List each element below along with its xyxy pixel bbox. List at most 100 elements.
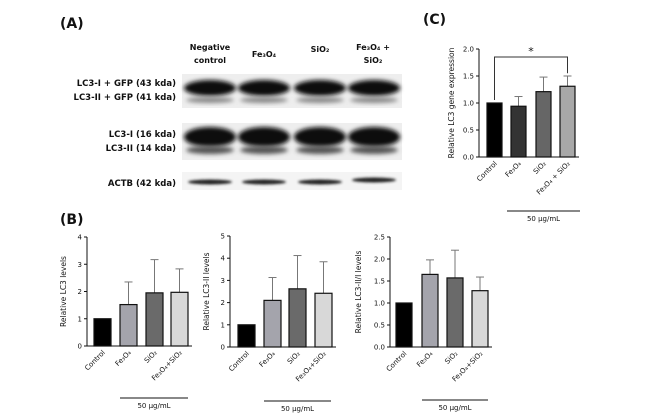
y-tick-label: 2.0 bbox=[374, 256, 385, 264]
x-tick-label: Fe₃O₄ bbox=[114, 349, 133, 368]
band-lc3-i bbox=[348, 127, 400, 147]
bar bbox=[145, 292, 164, 347]
band-lc3-gfp bbox=[294, 80, 346, 96]
bar-chart-b2: 0 1 2 3 4 5 Relative LC3-II levels Control Fe₃O₄… bbox=[202, 233, 336, 413]
row-label: LC3-I (16 kda) bbox=[109, 130, 176, 140]
group-label: 50 μg/mL bbox=[281, 405, 314, 413]
bar bbox=[510, 105, 527, 158]
x-tick-label: Control bbox=[475, 160, 499, 184]
x-tick-label: Fe₃O₄ bbox=[504, 160, 523, 179]
panel-label-a: (A) bbox=[60, 16, 84, 32]
bar bbox=[395, 302, 413, 348]
y-axis-label: Relative LC3 levels bbox=[59, 256, 68, 327]
group-label: 50 μg/mL bbox=[438, 404, 471, 412]
blot-membrane bbox=[182, 172, 402, 190]
x-tick-label: Control bbox=[385, 350, 409, 374]
bar bbox=[237, 324, 256, 348]
y-tick-label: 0.0 bbox=[463, 154, 474, 162]
western-blot bbox=[182, 74, 402, 190]
y-tick-label: 2 bbox=[78, 288, 82, 296]
bar bbox=[535, 91, 552, 158]
group-label: 50 μg/mL bbox=[527, 215, 560, 223]
y-tick-label: 1 bbox=[221, 321, 225, 329]
y-tick-label: 2 bbox=[221, 299, 225, 307]
y-tick-label: 3 bbox=[78, 261, 82, 269]
bar bbox=[421, 273, 439, 348]
bar bbox=[446, 277, 464, 348]
band-lc3-ii-gfp bbox=[350, 97, 398, 103]
bar bbox=[119, 303, 138, 347]
band-actb bbox=[298, 179, 342, 185]
bar-chart-b1: 0 1 2 3 4 Relative LC3 levels Control Fe₃O₄ SiO₂… bbox=[59, 234, 192, 410]
x-tick-label: SiO₂ bbox=[286, 350, 302, 366]
panel-label-b: (B) bbox=[60, 212, 83, 228]
band-lc3-ii-gfp bbox=[240, 97, 288, 103]
y-tick-label: 0.5 bbox=[463, 127, 474, 135]
band-actb bbox=[352, 177, 396, 183]
band-lc3-ii bbox=[296, 146, 344, 154]
band-lc3-gfp bbox=[348, 80, 400, 96]
band-actb bbox=[188, 179, 232, 185]
bar bbox=[471, 290, 489, 348]
bar bbox=[170, 291, 189, 347]
y-tick-label: 3 bbox=[221, 277, 225, 285]
y-axis-label: Relative LC3 gene expression bbox=[447, 47, 456, 158]
band-lc3-i bbox=[294, 127, 346, 147]
x-tick-label: SiO₂ bbox=[532, 160, 548, 176]
y-tick-label: 1.5 bbox=[463, 73, 474, 81]
blot-row-labels: LC3-I + GFP (43 kda) LC3-II + GFP (41 kd… bbox=[74, 79, 177, 189]
bar bbox=[314, 292, 333, 348]
y-tick-label: 2.5 bbox=[374, 234, 385, 242]
blot-column-headers: Negative control Fe₃O₄ SiO₂ Fe₃O₄ + SiO₂ bbox=[190, 43, 390, 65]
x-tick-label: Control bbox=[83, 349, 107, 373]
bar bbox=[288, 288, 307, 348]
bar bbox=[263, 299, 282, 348]
band-lc3-ii-gfp bbox=[296, 97, 344, 103]
band-lc3-ii bbox=[240, 146, 288, 154]
bar-chart-b3: 0.0 0.5 1.0 1.5 2.0 2.5 Relative LC3-II/I leve… bbox=[354, 234, 492, 412]
significance-star: * bbox=[528, 45, 534, 58]
y-tick-label: 0 bbox=[221, 344, 225, 352]
column-header: SiO₂ bbox=[364, 56, 383, 65]
band-lc3-gfp bbox=[184, 80, 236, 96]
column-header: Fe₃O₄ + bbox=[356, 43, 390, 52]
y-tick-label: 1 bbox=[78, 315, 82, 323]
bar bbox=[559, 85, 576, 158]
x-tick-label: SiO₂ bbox=[143, 349, 159, 365]
x-tick-label: Control bbox=[227, 350, 251, 374]
row-label: LC3-II + GFP (41 kda) bbox=[74, 93, 177, 103]
y-tick-label: 0.5 bbox=[374, 322, 385, 330]
band-lc3-ii-gfp bbox=[186, 97, 234, 103]
y-axis-label: Relative LC3-II levels bbox=[202, 252, 211, 330]
column-header: SiO₂ bbox=[311, 45, 330, 54]
band-actb bbox=[242, 179, 286, 185]
row-label: LC3-I + GFP (43 kda) bbox=[77, 79, 176, 89]
y-tick-label: 1.0 bbox=[374, 300, 385, 308]
column-header: control bbox=[194, 56, 226, 65]
band-lc3-i bbox=[238, 127, 290, 147]
band-lc3-i bbox=[184, 127, 236, 147]
row-label: ACTB (42 kda) bbox=[108, 179, 176, 189]
y-axis-label: Relative LC3-II/I levels bbox=[354, 251, 363, 334]
bar-chart-c: 0.0 0.5 1.0 1.5 2.0 Relative LC3 gene express… bbox=[447, 45, 580, 223]
x-tick-label: Fe₃O₄ bbox=[258, 350, 277, 369]
y-tick-label: 4 bbox=[221, 255, 226, 263]
panel-label-c: (C) bbox=[423, 12, 446, 28]
y-tick-label: 2.0 bbox=[463, 46, 474, 54]
y-tick-label: 1.5 bbox=[374, 278, 385, 286]
bar bbox=[486, 102, 503, 158]
group-label: 50 μg/mL bbox=[137, 402, 170, 410]
y-tick-label: 4 bbox=[78, 234, 83, 242]
y-tick-label: 0.0 bbox=[374, 344, 385, 352]
y-tick-label: 0 bbox=[78, 343, 82, 351]
band-lc3-ii bbox=[350, 146, 398, 154]
band-lc3-ii bbox=[186, 146, 234, 154]
row-label: LC3-II (14 kda) bbox=[106, 144, 177, 154]
x-tick-label: SiO₂ bbox=[443, 350, 459, 366]
x-tick-label: Fe₃O₄ bbox=[415, 350, 434, 369]
bar bbox=[93, 318, 112, 347]
y-tick-label: 1.0 bbox=[463, 100, 474, 108]
significance-bracket bbox=[494, 56, 568, 100]
